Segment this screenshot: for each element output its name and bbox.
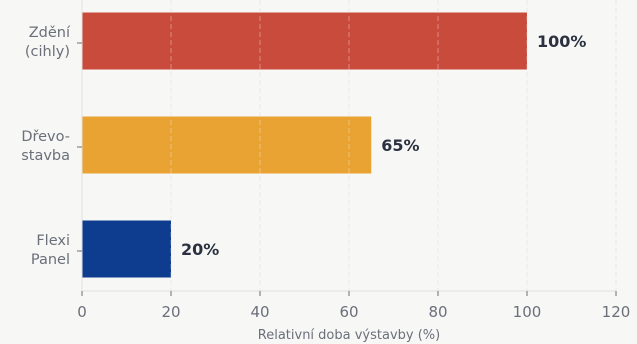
bar-1 [82, 116, 372, 174]
y-tick-label-2: Flexi Panel [31, 233, 70, 268]
value-label-2: 20% [181, 240, 219, 259]
y-tick-label-line: stavba [21, 148, 70, 164]
y-tick-label-line: (cihly) [25, 44, 70, 60]
value-label-1: 65% [381, 136, 419, 155]
x-tick-label-60: 60 [339, 303, 358, 321]
y-tick-label-line: Zdění [29, 25, 71, 41]
x-tick-label-0: 0 [77, 303, 87, 321]
bars [82, 0, 617, 291]
y-tick-label-line: Flexi [36, 233, 70, 249]
y-tick-label-line: Dřevo- [21, 129, 70, 145]
y-tick-label-line: Panel [31, 252, 70, 268]
x-tick-label-40: 40 [250, 303, 269, 321]
labels: 0 20 40 60 80 100 120 Zdění (cihly) Dřevo-stavba F… [21, 25, 630, 321]
bar-2 [82, 220, 171, 278]
x-tick-label-100: 100 [513, 303, 542, 321]
x-tick-label-120: 120 [602, 303, 631, 321]
x-tick-label-20: 20 [161, 303, 180, 321]
bar-0 [82, 12, 527, 70]
x-tick-label-80: 80 [428, 303, 447, 321]
y-tick-label-1: Dřevo-stavba [21, 129, 70, 164]
axes [77, 0, 617, 296]
x-axis-title: Relativní doba výstavby (%) [258, 328, 440, 343]
y-tick-label-0: Zdění (cihly) [25, 25, 71, 60]
value-label-0: 100% [537, 32, 586, 51]
